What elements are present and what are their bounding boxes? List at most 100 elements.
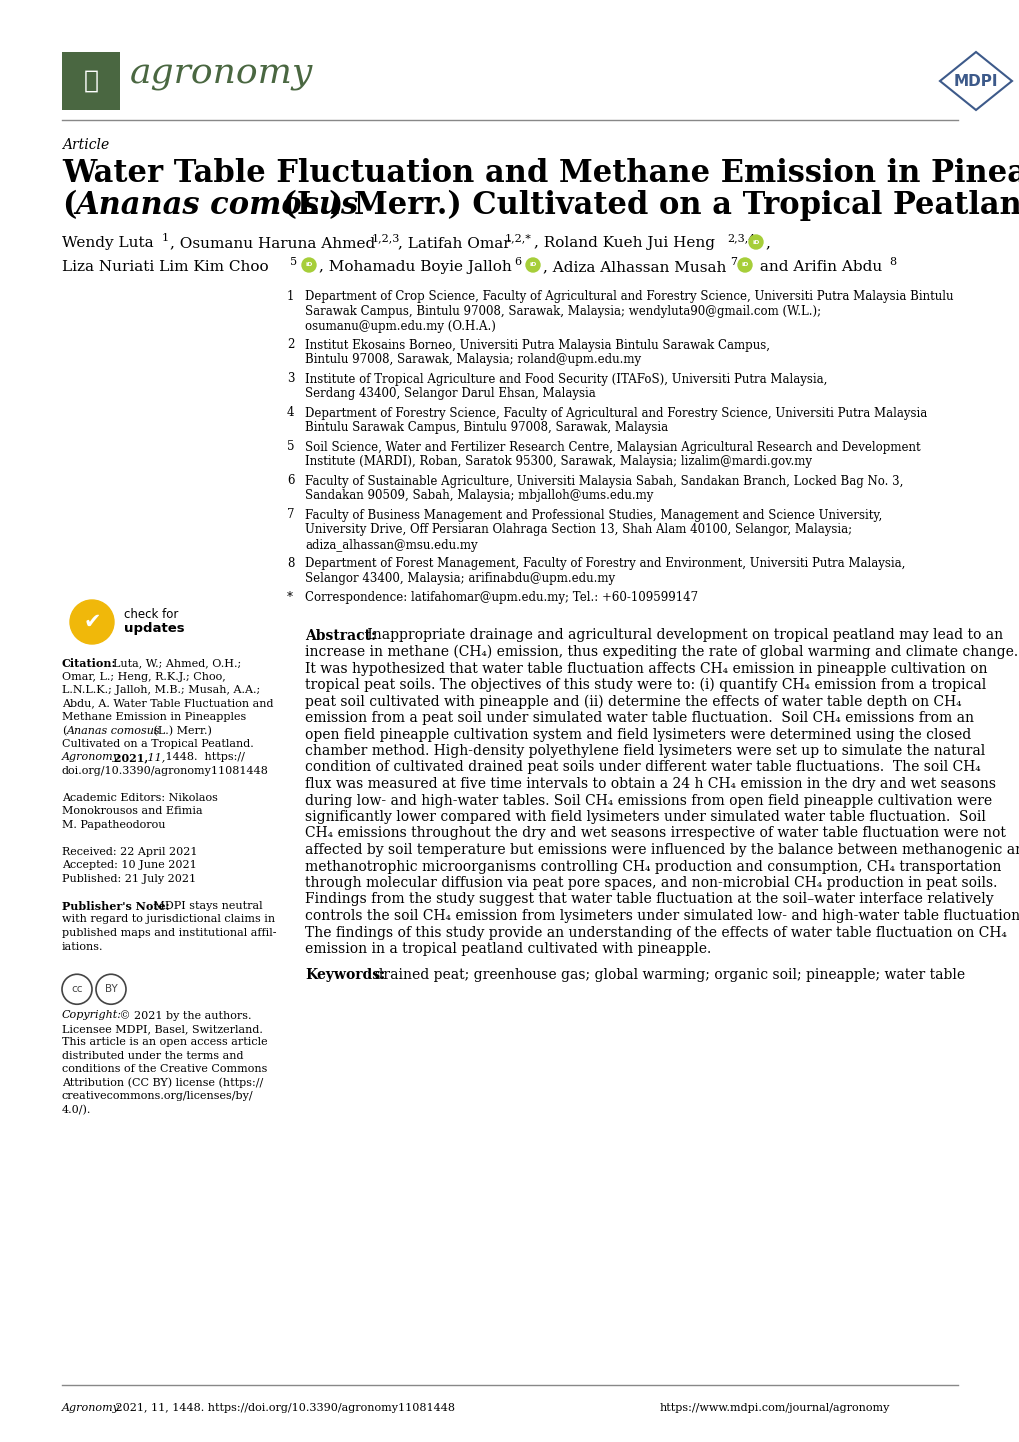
Text: (: ( — [62, 190, 76, 221]
Text: chamber method. High-density polyethylene field lysimeters were set up to simula: chamber method. High-density polyethylen… — [305, 744, 984, 758]
Text: Accepted: 10 June 2021: Accepted: 10 June 2021 — [62, 861, 197, 871]
Text: check for: check for — [124, 609, 178, 622]
Text: methanotrophic microorganisms controlling CH₄ production and consumption, CH₄ tr: methanotrophic microorganisms controllin… — [305, 859, 1001, 874]
Text: Omar, L.; Heng, R.K.J.; Choo,: Omar, L.; Heng, R.K.J.; Choo, — [62, 672, 225, 682]
Text: Methane Emission in Pineapples: Methane Emission in Pineapples — [62, 712, 246, 722]
Text: Copyright:: Copyright: — [62, 1011, 122, 1021]
Text: 5: 5 — [289, 257, 297, 267]
Text: Received: 22 April 2021: Received: 22 April 2021 — [62, 846, 198, 857]
Text: , Mohamadu Boyie Jalloh: , Mohamadu Boyie Jalloh — [319, 260, 512, 274]
Text: Institut Ekosains Borneo, Universiti Putra Malaysia Bintulu Sarawak Campus,
Bint: Institut Ekosains Borneo, Universiti Put… — [305, 339, 769, 366]
Text: 7: 7 — [730, 257, 737, 267]
Text: https://www.mdpi.com/journal/agronomy: https://www.mdpi.com/journal/agronomy — [659, 1403, 890, 1413]
Circle shape — [738, 258, 751, 273]
Text: Department of Crop Science, Faculty of Agricultural and Forestry Science, Univer: Department of Crop Science, Faculty of A… — [305, 290, 953, 333]
Text: This article is an open access article: This article is an open access article — [62, 1037, 267, 1047]
Text: and Arifin Abdu: and Arifin Abdu — [754, 260, 881, 274]
Text: Luta, W.; Ahmed, O.H.;: Luta, W.; Ahmed, O.H.; — [106, 658, 242, 668]
Circle shape — [526, 258, 539, 273]
Text: updates: updates — [124, 622, 184, 634]
Text: Published: 21 July 2021: Published: 21 July 2021 — [62, 874, 196, 884]
Text: BY: BY — [105, 985, 117, 994]
Circle shape — [748, 235, 762, 249]
Text: published maps and institutional affil-: published maps and institutional affil- — [62, 929, 276, 937]
Text: iD: iD — [752, 239, 759, 245]
Text: Publisher's Note:: Publisher's Note: — [62, 901, 169, 911]
Text: with regard to jurisdictional claims in: with regard to jurisdictional claims in — [62, 914, 275, 924]
Text: Cultivated on a Tropical Peatland.: Cultivated on a Tropical Peatland. — [62, 738, 254, 748]
Text: 11,: 11, — [144, 753, 165, 763]
Text: conditions of the Creative Commons: conditions of the Creative Commons — [62, 1064, 267, 1074]
Text: Agronomy: Agronomy — [62, 1403, 120, 1413]
Text: cc: cc — [71, 985, 83, 994]
Text: It was hypothesized that water table fluctuation affects CH₄ emission in pineapp: It was hypothesized that water table flu… — [305, 662, 986, 675]
Text: Institute of Tropical Agriculture and Food Security (ITAFoS), Universiti Putra M: Institute of Tropical Agriculture and Fo… — [305, 372, 826, 401]
Text: Inappropriate drainage and agricultural development on tropical peatland may lea: Inappropriate drainage and agricultural … — [363, 629, 1002, 643]
Text: iD: iD — [529, 262, 536, 268]
Text: The findings of this study provide an understanding of the effects of water tabl: The findings of this study provide an un… — [305, 926, 1006, 940]
Text: (L.) Merr.): (L.) Merr.) — [150, 725, 212, 735]
Text: 2021, 11, 1448. https://doi.org/10.3390/agronomy11081448: 2021, 11, 1448. https://doi.org/10.3390/… — [112, 1403, 454, 1413]
Text: during low- and high-water tables. Soil CH₄ emissions from open field pineapple : during low- and high-water tables. Soil … — [305, 793, 991, 808]
Text: emission from a peat soil under simulated water table fluctuation.  Soil CH₄ emi: emission from a peat soil under simulate… — [305, 711, 973, 725]
Text: 4.0/).: 4.0/). — [62, 1105, 92, 1115]
Text: 🌾: 🌾 — [84, 69, 99, 92]
Text: ✔: ✔ — [84, 611, 101, 632]
Text: M. Papatheodorou: M. Papatheodorou — [62, 820, 165, 831]
Text: iD: iD — [305, 262, 313, 268]
Text: , Latifah Omar: , Latifah Omar — [397, 236, 511, 249]
Text: drained peat; greenhouse gas; global warming; organic soil; pineapple; water tab: drained peat; greenhouse gas; global war… — [370, 969, 964, 982]
Text: Monokrousos and Efimia: Monokrousos and Efimia — [62, 806, 203, 816]
Text: 2: 2 — [286, 339, 294, 352]
Text: Faculty of Sustainable Agriculture, Universiti Malaysia Sabah, Sandakan Branch, : Faculty of Sustainable Agriculture, Univ… — [305, 474, 903, 502]
Circle shape — [302, 258, 316, 273]
Circle shape — [70, 600, 114, 645]
Text: MDPI stays neutral: MDPI stays neutral — [150, 901, 262, 911]
Text: Faculty of Business Management and Professional Studies, Management and Science : Faculty of Business Management and Profe… — [305, 509, 881, 551]
Text: distributed under the terms and: distributed under the terms and — [62, 1051, 244, 1061]
Text: significantly lower compared with field lysimeters under simulated water table f: significantly lower compared with field … — [305, 810, 985, 823]
Text: Liza Nuriati Lim Kim Choo: Liza Nuriati Lim Kim Choo — [62, 260, 268, 274]
Text: open field pineapple cultivation system and field lysimeters were determined usi: open field pineapple cultivation system … — [305, 728, 970, 741]
Text: 8: 8 — [889, 257, 896, 267]
Text: controls the soil CH₄ emission from lysimeters under simulated low- and high-wat: controls the soil CH₄ emission from lysi… — [305, 908, 1019, 923]
Text: tropical peat soils. The objectives of this study were to: (i) quantify CH₄ emis: tropical peat soils. The objectives of t… — [305, 678, 985, 692]
Text: 1,2,*: 1,2,* — [504, 234, 531, 244]
Text: peat soil cultivated with pineapple and (ii) determine the effects of water tabl: peat soil cultivated with pineapple and … — [305, 695, 961, 709]
Text: iD: iD — [741, 262, 748, 268]
Text: iations.: iations. — [62, 942, 103, 952]
Text: MDPI: MDPI — [953, 74, 998, 88]
Text: Department of Forestry Science, Faculty of Agricultural and Forestry Science, Un: Department of Forestry Science, Faculty … — [305, 407, 926, 434]
Text: Article: Article — [62, 138, 109, 151]
Text: Agronomy: Agronomy — [62, 753, 120, 763]
Text: Department of Forest Management, Faculty of Forestry and Environment, Universiti: Department of Forest Management, Faculty… — [305, 557, 905, 585]
Text: Keywords:: Keywords: — [305, 969, 385, 982]
Text: Water Table Fluctuation and Methane Emission in Pineapples: Water Table Fluctuation and Methane Emis… — [62, 159, 1019, 189]
Text: creativecommons.org/licenses/by/: creativecommons.org/licenses/by/ — [62, 1092, 254, 1102]
Text: emission in a tropical peatland cultivated with pineapple.: emission in a tropical peatland cultivat… — [305, 942, 710, 956]
Text: 1: 1 — [286, 290, 294, 303]
Text: (: ( — [62, 725, 66, 735]
Text: doi.org/10.3390/agronomy11081448: doi.org/10.3390/agronomy11081448 — [62, 766, 269, 776]
Text: Abstract:: Abstract: — [305, 629, 376, 643]
Text: 8: 8 — [286, 557, 294, 570]
Text: Correspondence: latifahomar@upm.edu.my; Tel.: +60-109599147: Correspondence: latifahomar@upm.edu.my; … — [305, 591, 697, 604]
Text: 7: 7 — [286, 509, 294, 522]
Text: flux was measured at five time intervals to obtain a 24 h CH₄ emission in the dr: flux was measured at five time intervals… — [305, 777, 995, 792]
Text: Academic Editors: Nikolaos: Academic Editors: Nikolaos — [62, 793, 218, 803]
Text: through molecular diffusion via peat pore spaces, and non-microbial CH₄ producti: through molecular diffusion via peat por… — [305, 875, 997, 890]
Text: agronomy: agronomy — [129, 58, 313, 91]
Text: , Osumanu Haruna Ahmed: , Osumanu Haruna Ahmed — [170, 236, 375, 249]
Text: 4: 4 — [286, 407, 294, 420]
Text: 1448.  https://: 1448. https:// — [162, 753, 245, 763]
Text: L.N.L.K.; Jalloh, M.B.; Musah, A.A.;: L.N.L.K.; Jalloh, M.B.; Musah, A.A.; — [62, 685, 260, 695]
Text: 2021,: 2021, — [110, 753, 148, 763]
Text: 3: 3 — [286, 372, 294, 385]
Text: 6: 6 — [514, 257, 521, 267]
Text: *: * — [286, 591, 292, 604]
Text: CH₄ emissions throughout the dry and wet seasons irrespective of water table flu: CH₄ emissions throughout the dry and wet… — [305, 826, 1005, 841]
Text: , Roland Kueh Jui Heng: , Roland Kueh Jui Heng — [534, 236, 714, 249]
Text: Wendy Luta: Wendy Luta — [62, 236, 154, 249]
Text: 6: 6 — [286, 474, 294, 487]
Text: affected by soil temperature but emissions were influenced by the balance betwee: affected by soil temperature but emissio… — [305, 844, 1019, 857]
